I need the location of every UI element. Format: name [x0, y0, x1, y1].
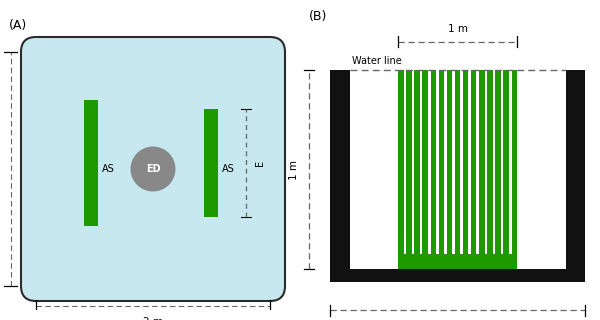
Bar	[330, 70, 349, 282]
Text: AS: AS	[222, 164, 235, 174]
Bar	[455, 70, 460, 254]
FancyBboxPatch shape	[21, 37, 285, 301]
Bar	[566, 70, 585, 282]
Bar	[422, 70, 428, 254]
Bar	[431, 70, 436, 254]
Bar	[463, 70, 468, 254]
Bar	[330, 269, 585, 282]
Bar	[204, 109, 218, 217]
Bar	[446, 70, 452, 254]
Bar	[479, 70, 485, 254]
Text: E: E	[255, 160, 265, 166]
Text: 1 m: 1 m	[448, 24, 467, 34]
Bar	[496, 70, 500, 254]
Text: 2 m: 2 m	[143, 317, 163, 320]
Bar	[398, 254, 517, 269]
Bar	[84, 100, 97, 226]
Text: ED: ED	[146, 164, 160, 174]
Bar	[511, 70, 517, 254]
Bar	[414, 70, 419, 254]
Text: (B): (B)	[309, 10, 328, 23]
Bar	[487, 70, 493, 254]
Circle shape	[131, 147, 176, 191]
Bar	[406, 70, 412, 254]
Bar	[398, 70, 404, 254]
Text: 1 m: 1 m	[289, 160, 299, 180]
Bar	[439, 70, 444, 254]
Bar	[503, 70, 509, 254]
Text: Water line: Water line	[353, 56, 402, 66]
Text: (A): (A)	[9, 19, 27, 32]
Bar	[471, 70, 476, 254]
Text: AS: AS	[102, 164, 115, 174]
